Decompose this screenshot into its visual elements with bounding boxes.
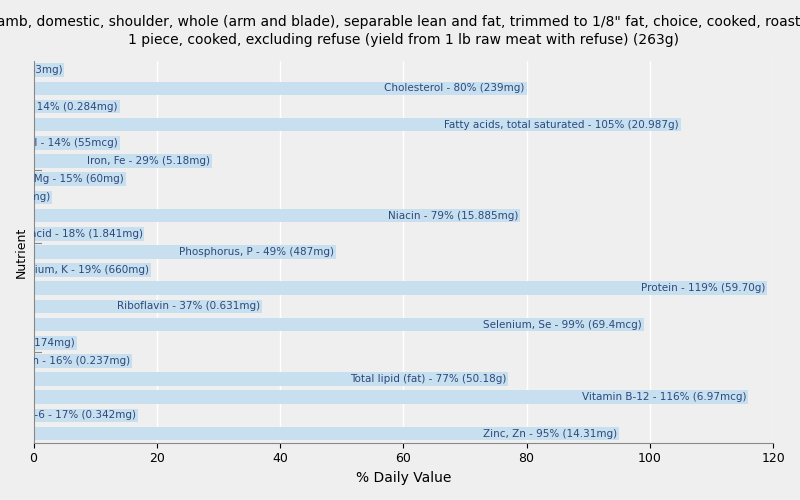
Text: Pantothenic acid - 18% (1.841mg): Pantothenic acid - 18% (1.841mg) [0, 228, 142, 238]
Text: Selenium, Se - 99% (69.4mcg): Selenium, Se - 99% (69.4mcg) [483, 320, 642, 330]
Bar [34, 227, 145, 240]
Bar [34, 282, 767, 295]
Text: Cholesterol - 80% (239mg): Cholesterol - 80% (239mg) [384, 84, 525, 94]
Title: Lamb, domestic, shoulder, whole (arm and blade), separable lean and fat, trimmed: Lamb, domestic, shoulder, whole (arm and… [0, 15, 800, 48]
Bar [34, 318, 644, 332]
Text: Manganese, Mn - 3% (0.058mg): Manganese, Mn - 3% (0.058mg) [0, 192, 50, 202]
Text: Riboflavin - 37% (0.631mg): Riboflavin - 37% (0.631mg) [117, 302, 260, 312]
Bar [34, 390, 749, 404]
Bar [34, 190, 52, 204]
Bar [34, 427, 619, 440]
Bar [34, 354, 132, 368]
Text: Iron, Fe - 29% (5.18mg): Iron, Fe - 29% (5.18mg) [87, 156, 210, 166]
Text: Phosphorus, P - 49% (487mg): Phosphorus, P - 49% (487mg) [178, 247, 334, 257]
Bar [34, 118, 681, 132]
Text: Thiamin - 16% (0.237mg): Thiamin - 16% (0.237mg) [0, 356, 130, 366]
Bar [34, 82, 526, 95]
Bar [34, 336, 77, 349]
Text: Zinc, Zn - 95% (14.31mg): Zinc, Zn - 95% (14.31mg) [483, 428, 617, 438]
Bar [34, 372, 508, 386]
Text: Fatty acids, total saturated - 105% (20.987g): Fatty acids, total saturated - 105% (20.… [444, 120, 679, 130]
Bar [34, 300, 262, 313]
Bar [34, 264, 150, 277]
Bar [34, 408, 138, 422]
Text: Calcium, Ca - 5% (53mg): Calcium, Ca - 5% (53mg) [0, 65, 62, 75]
Bar [34, 245, 335, 258]
Text: Folate, total - 14% (55mcg): Folate, total - 14% (55mcg) [0, 138, 118, 148]
Bar [34, 136, 120, 149]
Text: Total lipid (fat) - 77% (50.18g): Total lipid (fat) - 77% (50.18g) [350, 374, 506, 384]
Text: Potassium, K - 19% (660mg): Potassium, K - 19% (660mg) [1, 265, 149, 275]
Text: Vitamin B-12 - 116% (6.97mcg): Vitamin B-12 - 116% (6.97mcg) [582, 392, 746, 402]
Bar [34, 100, 120, 114]
Bar [34, 208, 521, 222]
Bar [34, 172, 126, 186]
Text: Protein - 119% (59.70g): Protein - 119% (59.70g) [641, 283, 765, 293]
Bar [34, 154, 212, 168]
X-axis label: % Daily Value: % Daily Value [356, 471, 451, 485]
Text: Vitamin B-6 - 17% (0.342mg): Vitamin B-6 - 17% (0.342mg) [0, 410, 137, 420]
Text: Niacin - 79% (15.885mg): Niacin - 79% (15.885mg) [388, 210, 518, 220]
Bar [34, 64, 64, 77]
Text: Sodium, Na - 7% (174mg): Sodium, Na - 7% (174mg) [0, 338, 75, 348]
Y-axis label: Nutrient: Nutrient [15, 226, 28, 278]
Text: Magnesium, Mg - 15% (60mg): Magnesium, Mg - 15% (60mg) [0, 174, 124, 184]
Text: Copper, Cu - 14% (0.284mg): Copper, Cu - 14% (0.284mg) [0, 102, 118, 112]
